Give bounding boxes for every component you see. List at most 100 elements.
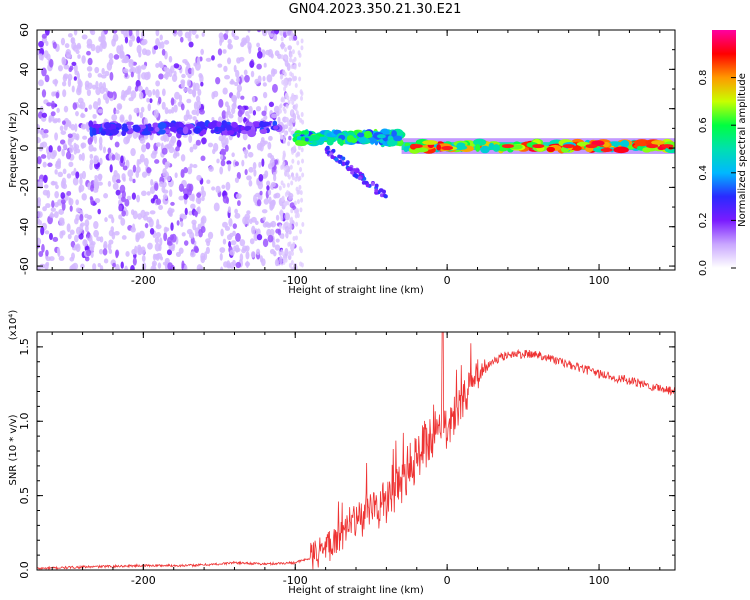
noise-speck [100, 30, 105, 40]
tail-blob [337, 154, 342, 159]
noise-speck [119, 44, 124, 53]
noise-speck [59, 230, 64, 239]
noise-speck [159, 237, 163, 247]
noise-speck [235, 69, 240, 78]
noise-speck [41, 112, 48, 118]
noise-speck [246, 175, 252, 181]
noise-speck [141, 190, 147, 197]
noise-speck [73, 146, 78, 152]
snr-line [37, 332, 675, 570]
noise-speck [294, 235, 298, 241]
colorbar-tick-label: 0.4 [698, 165, 709, 181]
snr-frame [36, 331, 676, 571]
signal-blob [475, 143, 481, 152]
tail-blob [383, 194, 388, 199]
noise-speck [234, 212, 241, 219]
noise-speck [280, 249, 284, 255]
tail-blob [344, 161, 349, 166]
noise-speck [248, 179, 253, 187]
noise-speck [69, 205, 73, 212]
noise-speck [75, 111, 79, 117]
noise-speck [152, 88, 156, 96]
noise-speck [224, 144, 229, 152]
noise-speck [211, 91, 215, 100]
noise-speck [182, 58, 188, 64]
noise-speck [217, 63, 223, 68]
x-axis-label: Height of straight line (km) [288, 285, 424, 296]
noise-speck [128, 59, 134, 68]
noise-speck [234, 244, 240, 253]
noise-speck [278, 108, 282, 114]
noise-speck [281, 96, 285, 102]
noise-speck [149, 186, 156, 195]
noise-speck [236, 77, 240, 83]
tail-blob [370, 181, 375, 186]
noise-speck [288, 80, 292, 86]
noise-speck [95, 45, 101, 54]
noise-speck [87, 57, 93, 66]
noise-speck [183, 193, 189, 200]
noise-speck [49, 58, 54, 68]
noise-speck [111, 38, 116, 47]
noise-speck [89, 246, 95, 252]
noise-speck [262, 238, 269, 248]
signal-blob [157, 121, 167, 130]
noise-speck [168, 189, 173, 197]
noise-speck [279, 43, 286, 48]
noise-speck [256, 63, 262, 70]
noise-speck [155, 232, 161, 238]
noise-speck [264, 170, 269, 178]
noise-speck [243, 149, 249, 155]
noise-speck [124, 36, 129, 44]
noise-speck [155, 30, 160, 37]
noise-speck [162, 193, 168, 200]
noise-speck [227, 206, 232, 214]
noise-speck [294, 82, 298, 88]
signal-blob [642, 147, 652, 153]
noise-speck [236, 57, 241, 64]
noise-speck [252, 161, 257, 170]
noise-speck [97, 97, 101, 106]
noise-speck [283, 139, 287, 145]
noise-speck [290, 72, 294, 78]
noise-speck [61, 57, 67, 66]
signal-blob [436, 144, 442, 151]
noise-speck [262, 30, 268, 37]
noise-speck [77, 54, 81, 59]
noise-speck [187, 166, 193, 175]
noise-speck [115, 249, 120, 257]
signal-blob [386, 139, 398, 147]
noise-speck [267, 234, 274, 243]
noise-speck [285, 117, 289, 123]
noise-speck [92, 263, 97, 270]
noise-speck [191, 219, 197, 225]
noise-speck [130, 209, 135, 216]
noise-speck [229, 249, 235, 256]
noise-speck [56, 107, 60, 113]
noise-speck [237, 109, 243, 118]
noise-speck [92, 84, 97, 90]
noise-speck [46, 151, 51, 160]
noise-speck [42, 189, 49, 196]
noise-speck [180, 79, 186, 85]
noise-speck [286, 182, 290, 188]
noise-speck [114, 141, 120, 148]
noise-speck [290, 109, 294, 115]
noise-speck [104, 217, 108, 223]
noise-speck [173, 70, 177, 77]
noise-speck [152, 262, 156, 270]
noise-speck [290, 251, 294, 257]
noise-speck [272, 171, 277, 177]
noise-speck [281, 196, 285, 202]
noise-speck [80, 123, 87, 130]
noise-speck [165, 67, 170, 75]
noise-speck [270, 68, 276, 77]
noise-speck [60, 192, 66, 200]
noise-speck [267, 141, 272, 150]
noise-speck [192, 143, 198, 150]
noise-speck [280, 213, 284, 219]
noise-speck [191, 67, 195, 76]
noise-speck [285, 164, 289, 170]
signal-blob [247, 129, 257, 138]
noise-speck [289, 164, 293, 170]
